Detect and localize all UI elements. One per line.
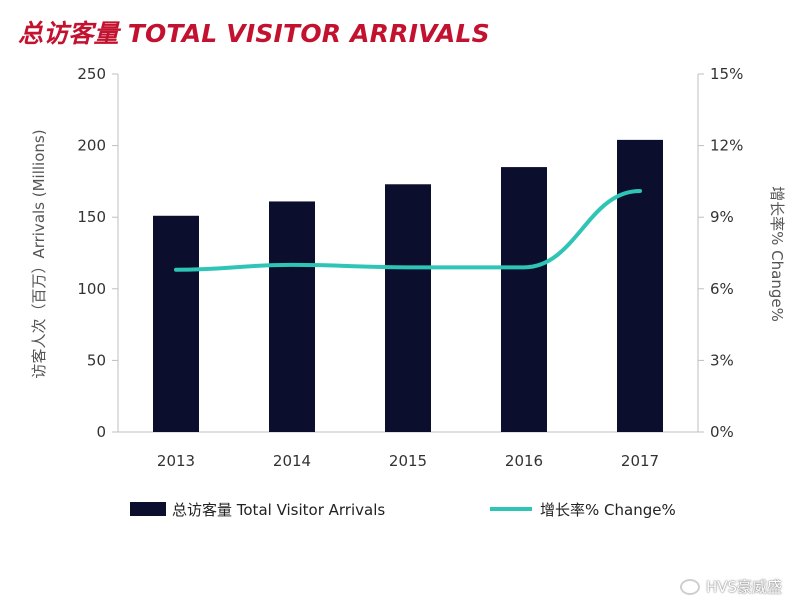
y2-axis-title: 增长率% Change%: [768, 186, 786, 322]
legend-bar-swatch: [130, 502, 166, 516]
y-tick-label: 0: [96, 423, 106, 441]
bar: [385, 184, 431, 432]
x-tick-label: 2014: [273, 452, 311, 470]
tick-labels: 0 50 100 150 200 250 0% 3% 6% 9% 12% 15% 2013 2014 201…: [77, 65, 743, 470]
y2-tick-label: 12%: [710, 137, 743, 155]
bar: [617, 139, 663, 432]
wechat-icon: [679, 578, 700, 595]
bar: [269, 201, 315, 432]
y2-tick-label: 9%: [710, 208, 734, 226]
y2-tick-label: 6%: [710, 280, 734, 298]
chart-title: 总访客量 TOTAL VISITOR ARRIVALS: [18, 19, 490, 48]
x-tick-label: 2016: [505, 452, 543, 470]
watermark-text: HVS豪威盛: [705, 578, 782, 596]
change-line: [174, 188, 642, 272]
y-tick-label: 250: [77, 65, 106, 83]
legend-line-label: 增长率% Change%: [540, 501, 676, 519]
y2-tick-label: 3%: [710, 351, 734, 369]
y-axis-title: 访客人次（百万）Arrivals (Millions): [30, 129, 48, 378]
change-series-line: [174, 188, 642, 272]
x-tick-label: 2013: [157, 452, 195, 470]
watermark: HVS豪威盛: [679, 576, 782, 597]
y-tick-label: 150: [77, 208, 106, 226]
legend: 总访客量 Total Visitor Arrivals 增长率% Change%: [130, 501, 676, 519]
y-tick-label: 100: [77, 280, 106, 298]
y-tick-label: 50: [87, 351, 106, 369]
x-tick-label: 2015: [389, 452, 427, 470]
bar: [153, 215, 199, 432]
bars: [153, 139, 663, 432]
y-tick-label: 200: [77, 137, 106, 155]
bar: [501, 167, 547, 432]
legend-bar-label: 总访客量 Total Visitor Arrivals: [172, 501, 385, 519]
x-tick-label: 2017: [621, 452, 659, 470]
y2-tick-label: 15%: [710, 65, 743, 83]
y2-tick-label: 0%: [710, 423, 734, 441]
